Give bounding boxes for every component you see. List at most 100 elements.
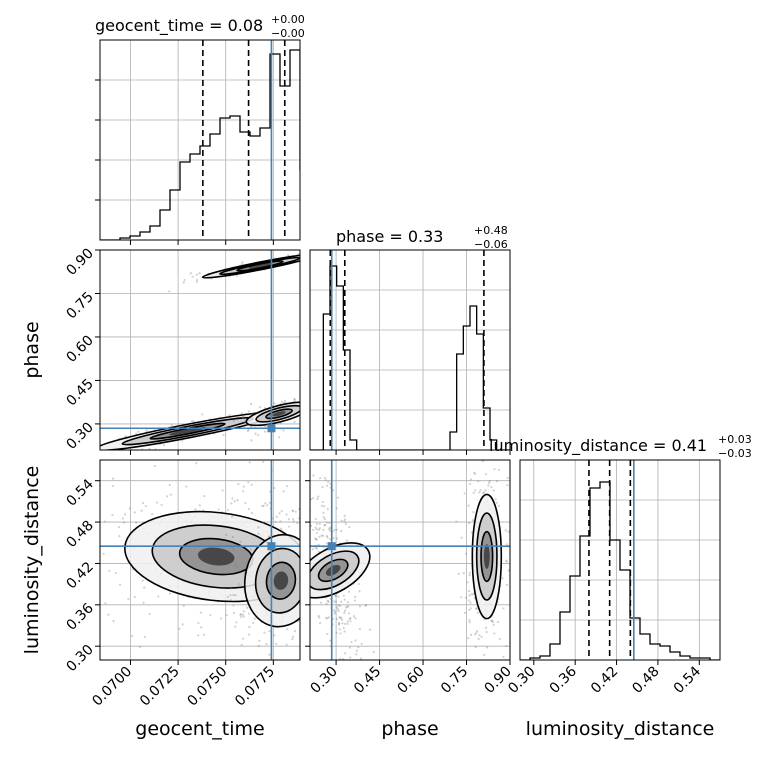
density-level: [325, 564, 341, 576]
tick-label-luminosity_distance: 0.54: [671, 663, 704, 696]
sample-point: [493, 468, 496, 471]
sample-point: [495, 501, 498, 504]
sample-point: [334, 594, 337, 598]
sample-point: [301, 558, 303, 560]
sample-point: [323, 524, 326, 527]
sample-point: [472, 491, 475, 494]
sample-point: [478, 634, 481, 637]
contour-line: [201, 253, 300, 279]
sample-point: [326, 484, 329, 487]
sample-point: [190, 420, 194, 423]
sample-point: [242, 490, 245, 493]
sample-point: [304, 403, 306, 405]
sample-point: [340, 616, 343, 620]
sample-point: [470, 593, 473, 596]
tick-label-geocent_time: 0.0700: [89, 664, 135, 710]
sample-point: [170, 424, 173, 427]
sample-point: [493, 632, 496, 635]
sample-point: [319, 476, 322, 480]
sample-point: [197, 634, 200, 637]
sample-point: [495, 480, 499, 483]
scatter-panel-geocent_time-vs-phase: 0.30 0.45 0.60 0.75 0.90: [63, 246, 329, 455]
sample-point: [340, 618, 344, 622]
sample-point: [242, 610, 245, 613]
sample-point: [302, 547, 304, 549]
sample-point: [341, 622, 344, 625]
sample-point: [315, 531, 318, 535]
sample-point: [497, 468, 501, 471]
sample-point: [358, 627, 362, 631]
sample-point: [303, 618, 305, 620]
sample-point: [262, 460, 265, 464]
sample-point: [90, 447, 92, 449]
tick-label-luminosity_distance: 0.36: [547, 663, 580, 696]
sample-point: [327, 400, 329, 402]
sample-point: [505, 543, 508, 546]
sample-point: [114, 571, 117, 575]
sample-point: [282, 490, 285, 493]
sample-point: [326, 406, 328, 408]
sample-point: [476, 611, 479, 614]
ylabel-phase: phase: [21, 321, 43, 378]
sample-point: [352, 670, 354, 672]
sample-point: [248, 626, 251, 629]
contour-line: [245, 401, 300, 427]
sample-point: [239, 540, 242, 543]
sample-point: [484, 489, 487, 492]
sample-point: [262, 521, 265, 524]
sample-point: [304, 409, 306, 411]
sample-point: [332, 489, 335, 492]
sample-point: [300, 595, 302, 597]
sample-point: [322, 528, 325, 532]
sample-point: [317, 254, 319, 256]
sample-point: [469, 607, 472, 610]
sample-point: [485, 646, 489, 649]
sample-point: [306, 578, 308, 580]
sample-point: [323, 476, 327, 479]
sample-point: [346, 622, 349, 625]
sample-point: [314, 537, 317, 540]
sample-point: [325, 521, 328, 524]
tick-label-luminosity_distance: 0.48: [629, 664, 662, 697]
sample-point: [322, 515, 325, 519]
sample-point: [202, 633, 206, 636]
sample-point: [316, 497, 319, 500]
tick-label-luminosity_distance: 0.48: [63, 518, 96, 551]
sample-point: [473, 471, 476, 474]
sample-point: [287, 518, 290, 521]
sample-point: [332, 617, 335, 621]
sample-point: [481, 491, 485, 495]
sample-point: [246, 429, 249, 432]
sample-point: [326, 599, 329, 602]
sample-point: [303, 412, 305, 414]
sample-point: [306, 618, 308, 620]
sample-point: [469, 482, 472, 485]
sample-point: [118, 583, 122, 586]
sample-point: [174, 451, 176, 453]
sample-point: [111, 484, 115, 488]
sample-point: [303, 581, 305, 583]
sample-point: [107, 613, 110, 616]
sample-point: [142, 601, 145, 604]
sample-point: [337, 501, 339, 503]
sample-point: [273, 486, 276, 490]
sample-point: [106, 451, 108, 453]
sample-point: [301, 582, 303, 584]
sample-point: [505, 583, 509, 587]
sample-point: [201, 413, 204, 416]
sample-point: [468, 608, 471, 612]
sample-point: [485, 630, 488, 634]
sample-point: [471, 519, 475, 522]
sample-point: [304, 403, 306, 405]
sample-point: [293, 398, 296, 401]
sample-point: [338, 604, 342, 608]
sample-point: [123, 521, 126, 524]
density-level: [272, 411, 286, 417]
sample-point: [168, 290, 171, 293]
sample-point: [312, 474, 315, 477]
sample-point: [153, 464, 156, 468]
injection-marker: [267, 424, 276, 433]
sample-point: [235, 621, 238, 624]
sample-point: [321, 534, 324, 537]
sample-point: [321, 486, 324, 489]
